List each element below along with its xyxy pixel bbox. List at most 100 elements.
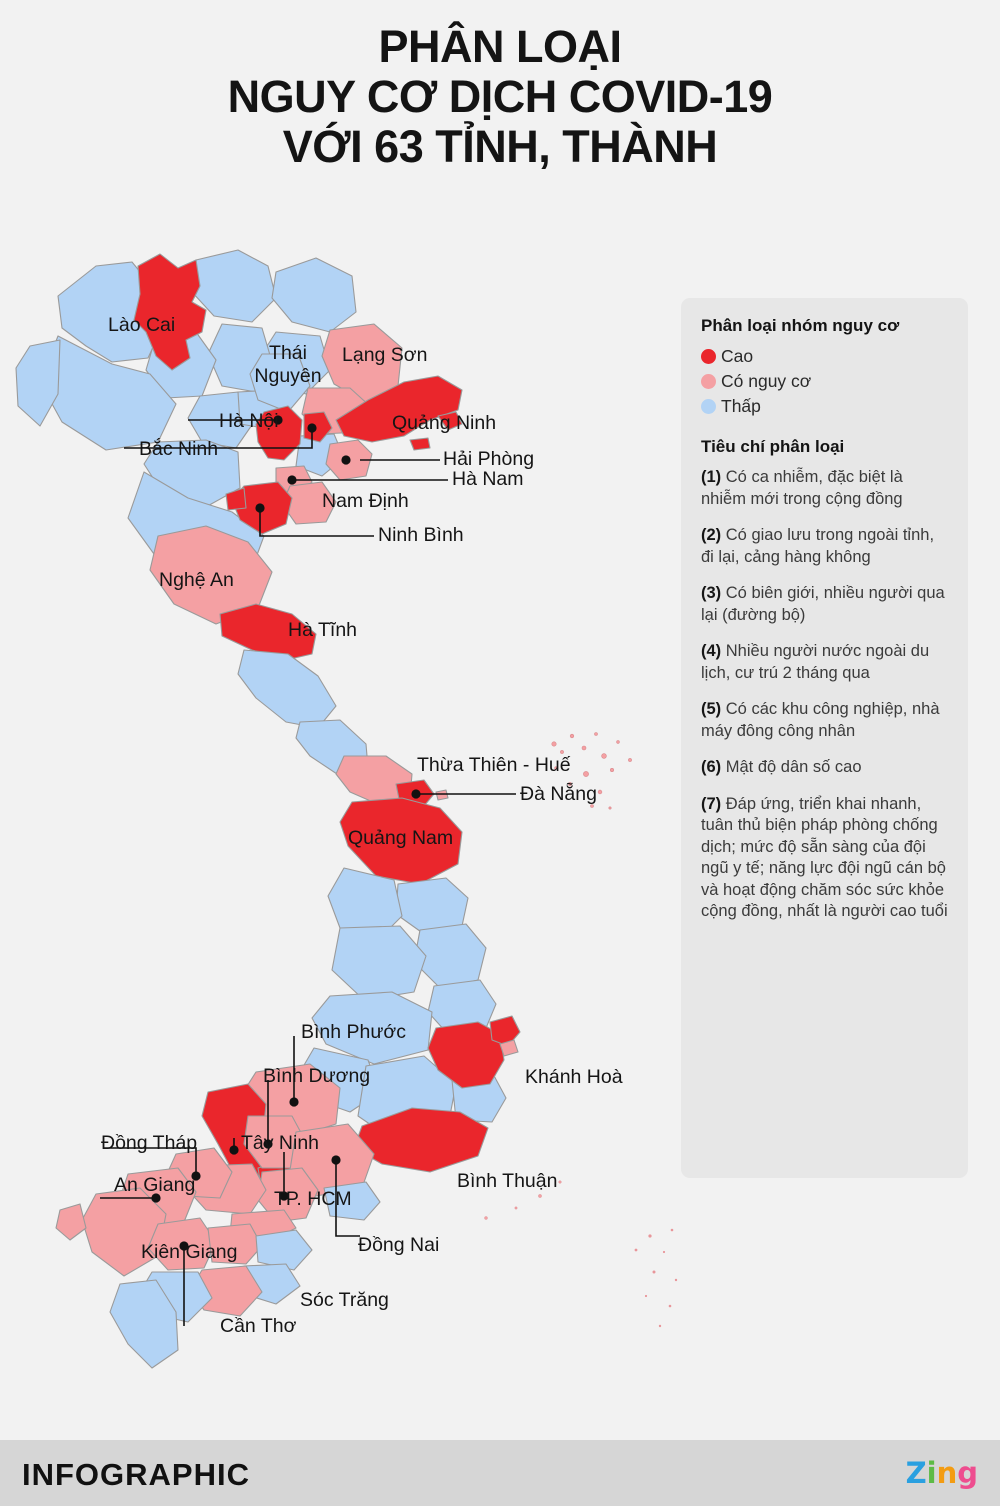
region-bac-ninh — [303, 411, 333, 443]
criterion-3: (3) Có biên giới, nhiều người qua lại (đ… — [701, 583, 948, 626]
map-label-bac-ninh: Bắc Ninh — [139, 438, 219, 460]
criterion-7-text: Đáp ứng, triển khai nhanh, tuân thủ biện… — [701, 794, 948, 921]
map-label-ha-tinh: Hà Tĩnh — [288, 619, 358, 641]
legend-swatch-high — [701, 348, 716, 364]
page-title: PHÂN LOẠI NGUY CƠ DỊCH COVID-19 VỚI 63 T… — [0, 22, 1000, 172]
legend-item-medium: Có nguy cơ — [701, 370, 948, 392]
map-label-thua-thien-hue: Thừa Thiên - Huế — [417, 754, 571, 776]
region-cao-bang — [271, 257, 357, 333]
map-label-binh-phuoc: Bình Phước — [301, 1021, 406, 1043]
map-label-quang-nam: Quảng Nam — [348, 827, 454, 849]
zing-letter-g: g — [957, 1456, 978, 1490]
leader-dots — [151, 415, 421, 1251]
map-label-tay-ninh: Tây Ninh — [241, 1132, 320, 1154]
legend-label-medium: Có nguy cơ — [721, 371, 812, 391]
map-label-nghe-an: Nghệ An — [159, 569, 234, 591]
leader-lines — [100, 419, 516, 1326]
region-dien-bien — [15, 339, 61, 427]
criterion-1-text: Có ca nhiễm, đặc biệt là nhiễm mới trong… — [701, 468, 903, 508]
criterion-1-num: (1) — [701, 468, 722, 486]
map-label-an-giang: An Giang — [114, 1174, 196, 1196]
region-phu-quoc — [55, 1203, 87, 1241]
criterion-3-num: (3) — [701, 584, 722, 602]
criterion-6-text: Mật độ dân số cao — [725, 758, 862, 776]
region-quang-ninh — [335, 375, 463, 443]
legend-criteria-panel: Phân loại nhóm nguy cơ Cao Có nguy cơ Th… — [681, 298, 968, 1178]
region-khanh-hoa-peninsula — [489, 1015, 521, 1047]
region-quang-nam — [339, 797, 463, 885]
zing-letter-n: n — [936, 1456, 958, 1490]
map-label-thai-nguyen: Thái Nguyên — [254, 342, 322, 387]
title-line-1: PHÂN LOẠI — [378, 21, 623, 72]
zing-letter-i: i — [926, 1456, 937, 1490]
map-label-ha-noi: Hà Nội — [219, 410, 279, 432]
map-label-ha-nam: Hà Nam — [452, 468, 524, 490]
infographic-wordmark: INFOGRAPHIC — [22, 1457, 250, 1492]
map-svg — [15, 249, 678, 1369]
map-label-ninh-binh: Ninh Bình — [378, 524, 464, 546]
legend-label-high: Cao — [721, 346, 754, 366]
criterion-6: (6) Mật độ dân số cao — [701, 757, 948, 779]
criteria-heading: Tiêu chí phân loại — [701, 437, 845, 456]
paracel-islands — [551, 732, 632, 810]
criterion-4: (4) Nhiều người nước ngoài du lịch, cư t… — [701, 641, 948, 684]
map-label-da-nang: Đà Nẵng — [520, 783, 597, 805]
zing-letter-z: Z — [905, 1456, 927, 1490]
region-gia-lai — [331, 925, 427, 1001]
region-quang-binh — [237, 649, 337, 729]
map-label-binh-thuan: Bình Thuận — [457, 1170, 558, 1192]
criterion-7: (7) Đáp ứng, triển khai nhanh, tuân thủ … — [701, 794, 948, 923]
map-label-tp-hcm: TP. HCM — [274, 1188, 352, 1210]
spratly-islands — [484, 1180, 562, 1220]
title-line-3: VỚI 63 TỈNH, THÀNH — [282, 121, 718, 172]
footer-bar: INFOGRAPHIC Zing — [0, 1440, 1000, 1506]
criterion-5-text: Có các khu công nghiệp, nhà máy đông côn… — [701, 700, 940, 740]
criterion-2-text: Có giao lưu trong ngoài tỉnh, đi lại, cả… — [701, 526, 935, 566]
zing-logo: Zing — [906, 1456, 978, 1490]
legend-item-high: Cao — [701, 345, 948, 367]
region-lao-cai — [133, 253, 207, 371]
region-ha-tinh — [219, 603, 317, 661]
map-label-dong-thap: Đồng Tháp — [101, 1132, 198, 1154]
legend-swatch-low — [701, 398, 716, 414]
title-line-2: NGUY CƠ DỊCH COVID-19 — [227, 71, 773, 122]
criterion-2: (2) Có giao lưu trong ngoài tỉnh, đi lại… — [701, 525, 948, 568]
legend-item-low: Thấp — [701, 395, 948, 417]
legend-swatch-medium — [701, 373, 716, 389]
legend-label-low: Thấp — [721, 396, 761, 416]
criterion-5-num: (5) — [701, 700, 722, 718]
region-khanh-hoa — [427, 1021, 505, 1089]
region-dak-lak — [311, 991, 433, 1065]
legend-heading: Phân loại nhóm nguy cơ — [701, 316, 900, 335]
map-label-lang-son: Lạng Sơn — [342, 344, 428, 366]
map-label-kien-giang: Kiên Giang — [141, 1241, 238, 1263]
criterion-6-num: (6) — [701, 758, 722, 776]
region-ca-mau — [109, 1279, 179, 1369]
criterion-7-num: (7) — [701, 794, 722, 813]
criterion-1: (1) Có ca nhiễm, đặc biệt là nhiễm mới t… — [701, 467, 948, 510]
map-label-khanh-hoa: Khánh Hoà — [525, 1066, 623, 1088]
map-label-lao-cai: Lào Cai — [108, 314, 176, 336]
map-label-nam-dinh: Nam Định — [322, 490, 409, 512]
map-label-binh-duong: Bình Dương — [263, 1065, 371, 1087]
map-label-soc-trang: Sóc Trăng — [300, 1289, 389, 1311]
criterion-5: (5) Có các khu công nghiệp, nhà máy đông… — [701, 699, 948, 742]
criterion-4-num: (4) — [701, 642, 722, 660]
region-khanh-hoa-islets — [499, 1039, 519, 1057]
region-da-nang-island — [435, 789, 449, 801]
region-ninh-binh-spur — [225, 487, 247, 511]
map-label-can-tho: Cần Thơ — [220, 1315, 297, 1337]
spratly-islands-field — [634, 1228, 678, 1328]
region-ha-giang — [191, 249, 277, 323]
map-label-dong-nai: Đồng Nai — [358, 1234, 440, 1256]
vietnam-risk-map: Lào Cai Thái Nguyên Lạng Sơn Quảng Ninh … — [0, 236, 680, 1416]
region-vinh-long — [207, 1223, 263, 1265]
region-ba-ria — [323, 1181, 381, 1221]
region-quang-ninh-islands — [409, 411, 463, 451]
criterion-4-text: Nhiều người nước ngoài du lịch, cư trú 2… — [701, 642, 930, 682]
region-ben-tre — [255, 1229, 313, 1271]
map-label-quang-ninh: Quảng Ninh — [392, 412, 497, 434]
map-label-hai-phong: Hải Phòng — [443, 448, 535, 470]
criterion-2-num: (2) — [701, 526, 722, 544]
